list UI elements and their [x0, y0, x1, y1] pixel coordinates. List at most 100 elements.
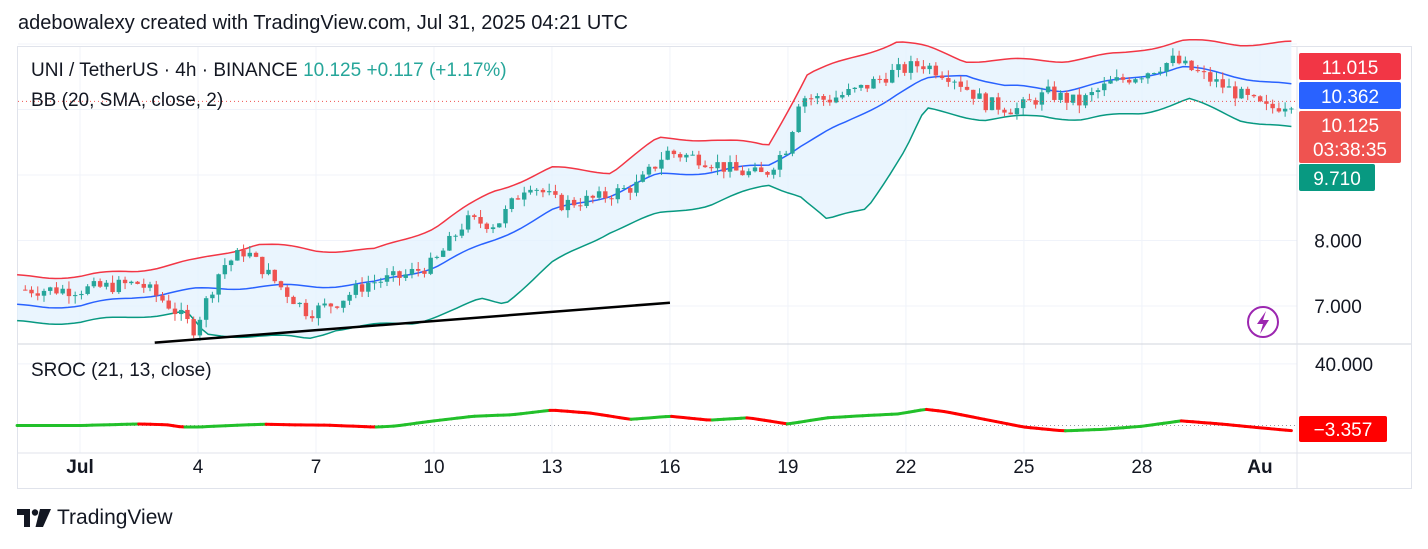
candle	[1245, 86, 1250, 101]
candle-body	[472, 215, 477, 218]
candle-body	[366, 282, 371, 292]
candle-body	[334, 306, 340, 308]
candle	[1189, 60, 1194, 72]
candle	[1133, 77, 1138, 84]
candle-body	[590, 195, 596, 198]
candle	[1033, 97, 1038, 109]
candle	[241, 244, 246, 262]
candle	[341, 300, 346, 313]
candle-body	[1108, 80, 1113, 84]
candle	[1282, 102, 1288, 117]
candles	[23, 48, 1294, 341]
candle-body	[309, 316, 315, 319]
candle-body	[278, 281, 284, 288]
candle-body	[478, 217, 483, 224]
candle	[253, 251, 259, 258]
candle-body	[154, 284, 159, 296]
chart-attribution: adebowalexy created with TradingView.com…	[18, 12, 628, 34]
candle	[509, 197, 514, 213]
candle-body	[1045, 86, 1051, 93]
candle	[197, 316, 203, 341]
candle-body	[185, 309, 190, 320]
candle	[727, 155, 733, 178]
candle-body	[291, 296, 296, 305]
candle	[609, 195, 614, 206]
candle-body	[141, 283, 146, 288]
lightning-icon[interactable]	[1247, 306, 1279, 338]
sroc-series	[15, 407, 1293, 433]
candle	[534, 188, 539, 196]
candle	[765, 171, 770, 178]
candle-body	[66, 288, 72, 297]
candle	[503, 205, 508, 228]
candle-body	[1145, 73, 1151, 79]
candle-body	[359, 284, 365, 292]
candle-body	[715, 162, 720, 169]
candle-body	[1058, 92, 1063, 100]
candle-body	[621, 188, 627, 190]
candle	[715, 154, 720, 176]
support-trendline	[154, 301, 671, 344]
candle-body	[553, 191, 558, 195]
candle-body	[565, 199, 571, 211]
candle	[129, 280, 134, 285]
candle-body	[696, 154, 702, 166]
time-axis-tick: 22	[895, 457, 916, 478]
candle	[322, 298, 327, 308]
candle-body	[85, 286, 90, 294]
candle-body	[1245, 88, 1250, 95]
candle-body	[1195, 70, 1201, 72]
candle-body	[858, 84, 864, 88]
candle	[896, 57, 901, 78]
countdown-timer: 03:38:35	[1313, 140, 1387, 161]
candle	[540, 188, 546, 198]
candle	[297, 302, 302, 308]
candle-body	[1183, 60, 1188, 64]
candle-body	[833, 97, 839, 103]
candle-body	[509, 198, 514, 209]
tradingview-mark-icon	[17, 509, 51, 527]
candle	[571, 197, 577, 208]
candle-body	[129, 281, 134, 284]
candle-body	[796, 106, 801, 133]
candle	[1164, 62, 1169, 77]
candle	[921, 60, 926, 74]
candle-body	[933, 65, 939, 76]
candle	[615, 184, 620, 204]
candle	[54, 282, 59, 295]
candle	[384, 268, 390, 287]
candle-body	[465, 215, 471, 230]
candle	[1058, 90, 1063, 103]
sroc-legend[interactable]: SROC (21, 13, close)	[31, 360, 212, 381]
price-label-bb-upper: 11.015	[1299, 53, 1401, 80]
candle	[684, 153, 689, 163]
candle	[272, 269, 277, 284]
candle	[85, 284, 90, 296]
symbol-legend[interactable]: UNI / TetherUS · 4h · BINANCE 10.125 +0.…	[31, 60, 507, 82]
candle-body	[1170, 55, 1176, 64]
candle	[1070, 94, 1076, 106]
candle-body	[721, 162, 727, 172]
candle-body	[1201, 71, 1207, 73]
candle	[459, 223, 465, 239]
tradingview-logo[interactable]: TradingView	[17, 506, 173, 530]
candle	[472, 213, 477, 220]
candle-body	[160, 295, 165, 301]
candle-body	[1158, 71, 1163, 74]
candle	[235, 247, 240, 261]
candle	[178, 302, 184, 321]
candle	[740, 165, 745, 176]
candle-body	[914, 61, 920, 67]
bb-legend[interactable]: BB (20, SMA, close, 2)	[31, 90, 224, 111]
candle-body	[503, 208, 508, 224]
candle-body	[671, 150, 677, 155]
candle-body	[1089, 92, 1094, 96]
candle	[1201, 65, 1207, 80]
candle-body	[266, 269, 271, 275]
candle	[72, 291, 78, 304]
candle	[191, 316, 196, 339]
candle-body	[821, 96, 826, 100]
candle	[309, 310, 315, 322]
candle	[890, 63, 895, 84]
